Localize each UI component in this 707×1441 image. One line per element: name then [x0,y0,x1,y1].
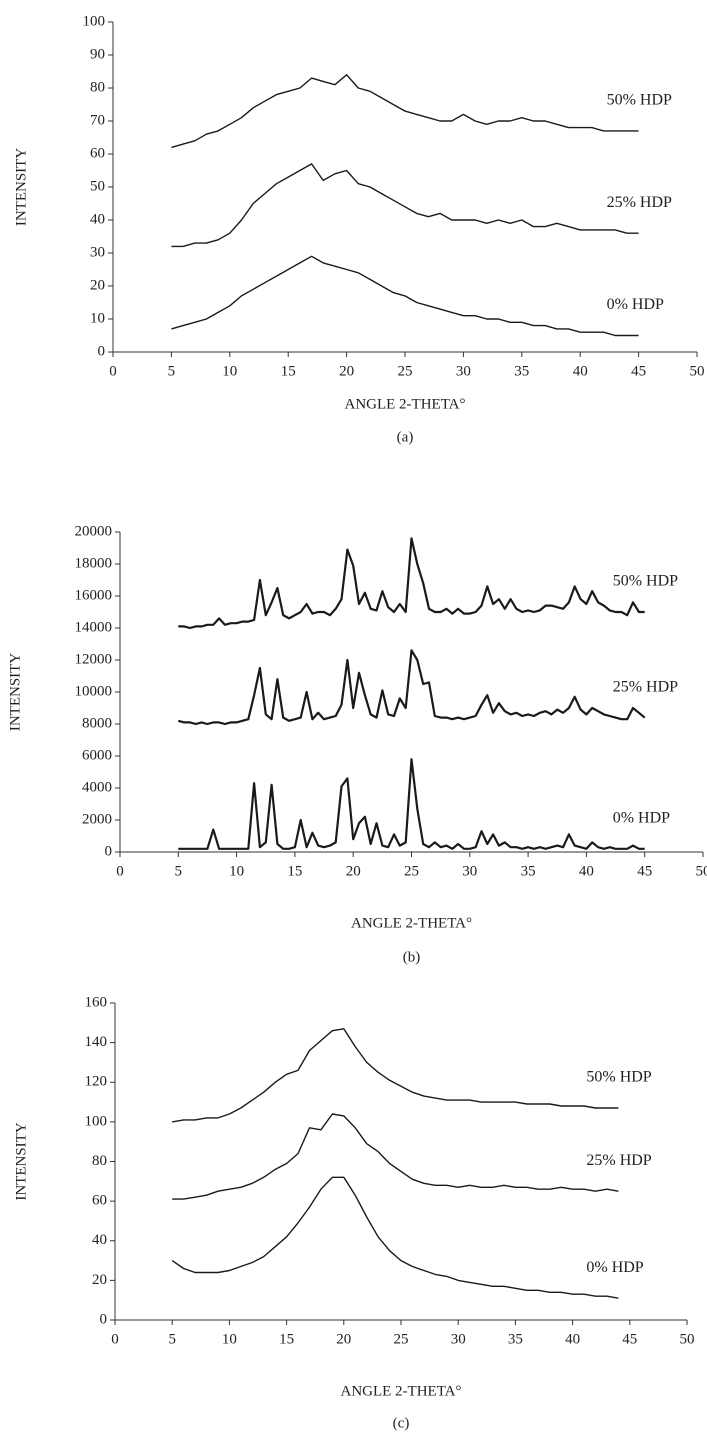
y-tick-label: 40 [90,211,105,227]
y-axis-title: INTENSITY [13,148,29,226]
x-tick-label: 5 [175,863,183,879]
y-tick-label: 8000 [82,715,112,731]
x-tick-label: 10 [222,1331,237,1347]
y-tick-label: 100 [85,1113,108,1129]
series-line [171,255,639,337]
x-tick-label: 30 [451,1331,466,1347]
series-line [171,1176,619,1299]
x-tick-label: 15 [281,363,296,379]
x-tick-label: 5 [168,1331,176,1347]
y-tick-label: 100 [83,13,106,29]
series-label: 0% HDP [607,296,664,313]
series-label: 25% HDP [586,1152,651,1169]
series-line [172,1028,619,1123]
caption: (b) [403,949,421,965]
y-tick-label: 12000 [75,651,113,667]
caption: (c) [393,1415,410,1431]
y-tick-label: 120 [85,1074,108,1090]
y-tick-label: 160 [85,994,108,1010]
x-tick-label: 25 [398,363,413,379]
y-tick-label: 16000 [75,587,113,603]
x-tick-label: 40 [565,1331,580,1347]
y-tick-label: 2000 [82,811,112,827]
x-tick-label: 15 [279,1331,294,1347]
x-tick-label: 45 [637,863,652,879]
y-tick-label: 4000 [82,779,112,795]
x-tick-label: 35 [521,863,536,879]
y-tick-label: 20 [90,277,105,293]
series-label: 50% HDP [586,1069,651,1086]
caption: (a) [397,429,414,445]
y-tick-label: 0 [98,343,106,359]
y-tick-label: 30 [90,244,105,260]
x-tick-label: 35 [508,1331,523,1347]
y-tick-label: 10000 [75,683,113,699]
y-tick-label: 140 [85,1034,108,1050]
series-label: 25% HDP [607,194,672,211]
x-tick-label: 10 [229,863,244,879]
y-tick-label: 0 [105,843,113,859]
x-tick-label: 40 [573,363,588,379]
y-tick-label: 18000 [75,555,113,571]
x-tick-label: 45 [631,363,646,379]
x-tick-label: 30 [456,363,471,379]
x-tick-label: 30 [462,863,477,879]
y-tick-label: 80 [90,79,105,95]
series-line [178,537,645,630]
y-tick-label: 60 [92,1193,107,1209]
x-axis-title: ANGLE 2-THETA° [344,396,465,412]
x-tick-label: 25 [404,863,419,879]
y-tick-label: 10 [90,310,105,326]
series-label: 0% HDP [613,809,670,826]
x-tick-label: 45 [622,1331,637,1347]
x-tick-label: 0 [111,1331,119,1347]
y-tick-label: 14000 [75,619,113,635]
x-tick-label: 50 [696,863,707,879]
x-axis-title: ANGLE 2-THETA° [340,1383,461,1399]
y-tick-label: 0 [100,1311,108,1327]
x-tick-label: 20 [336,1331,351,1347]
y-tick-label: 40 [92,1232,107,1248]
x-tick-label: 20 [339,363,354,379]
series-line [171,163,639,248]
series-label: 25% HDP [613,678,678,695]
y-tick-label: 90 [90,46,105,62]
series-label: 50% HDP [613,573,678,590]
series-line [172,1113,619,1200]
series-label: 0% HDP [586,1259,643,1276]
x-tick-label: 40 [579,863,594,879]
y-tick-label: 50 [90,178,105,194]
series-line [171,74,639,149]
y-axis-title: INTENSITY [13,1122,29,1200]
x-tick-label: 35 [514,363,529,379]
x-tick-label: 20 [346,863,361,879]
series-line [178,649,646,726]
y-tick-label: 20000 [75,523,113,539]
series-label: 50% HDP [607,92,672,109]
x-tick-label: 5 [168,363,176,379]
series-line [178,758,645,850]
y-tick-label: 20 [92,1272,107,1288]
x-tick-label: 0 [109,363,117,379]
x-tick-label: 10 [222,363,237,379]
y-tick-label: 6000 [82,747,112,763]
x-tick-label: 50 [690,363,705,379]
y-tick-label: 80 [92,1153,107,1169]
x-tick-label: 15 [287,863,302,879]
x-axis-title: ANGLE 2-THETA° [351,915,472,931]
x-tick-label: 50 [680,1331,695,1347]
y-tick-label: 60 [90,145,105,161]
y-axis-title: INTENSITY [7,653,23,731]
x-tick-label: 0 [116,863,124,879]
y-tick-label: 70 [90,112,105,128]
x-tick-label: 25 [394,1331,409,1347]
